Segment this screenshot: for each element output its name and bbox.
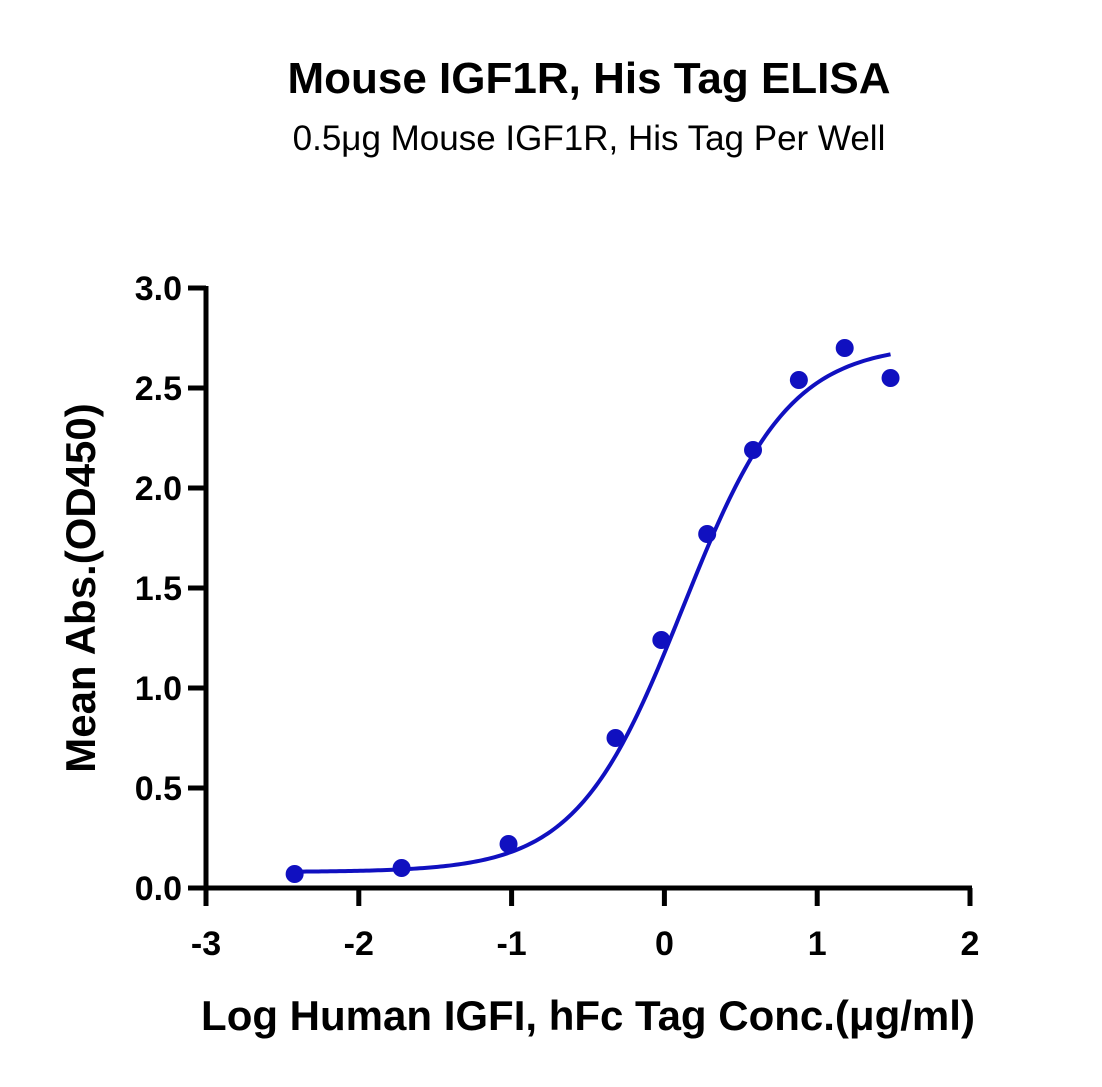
x-tick-label: 2 [961, 925, 980, 963]
x-tick-label: 1 [808, 925, 827, 963]
y-tick-label: 3.0 [135, 270, 182, 308]
data-point [881, 369, 900, 387]
data-point [285, 865, 304, 883]
data-point [835, 339, 854, 357]
x-tick-label: -1 [496, 925, 526, 963]
y-axis-label: Mean Abs.(OD450) [57, 403, 104, 773]
data-point [698, 525, 717, 543]
y-tick-label: 1.0 [135, 670, 182, 708]
data-point [392, 859, 411, 877]
y-tick-label: 1.5 [135, 570, 182, 608]
data-point [606, 729, 625, 747]
chart-subtitle: 0.5μg Mouse IGF1R, His Tag Per Well [293, 119, 886, 158]
y-tick-label: 2.0 [135, 470, 182, 508]
x-axis-label: Log Human IGFI, hFc Tag Conc.(μg/ml) [201, 992, 975, 1039]
chart-title: Mouse IGF1R, His Tag ELISA [287, 54, 890, 103]
plot-area: -3 -2 -1 0 1 2 0.0 0.5 1.0 1.5 2.0 2.5 3.0 [135, 270, 980, 963]
x-tick-label: 0 [655, 925, 674, 963]
y-tick-label: 2.5 [135, 370, 182, 408]
data-point [499, 835, 518, 853]
x-tick-label: -3 [191, 925, 221, 963]
data-point [744, 441, 763, 459]
data-point [652, 631, 671, 649]
data-point [789, 371, 808, 389]
y-tick-label: 0.5 [135, 770, 182, 808]
fit-curve [294, 352, 891, 874]
y-tick-label: 0.0 [135, 870, 182, 908]
x-tick-label: -2 [344, 925, 374, 963]
